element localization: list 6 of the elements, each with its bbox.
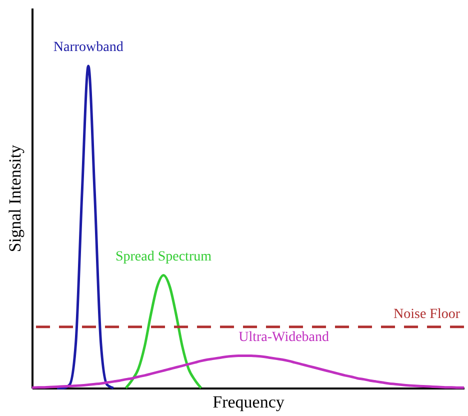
y-axis-title: Signal Intensity	[6, 144, 24, 252]
series-label: Spread Spectrum	[115, 249, 212, 264]
series-label: Ultra-Wideband	[238, 330, 330, 345]
ref-line-label: Noise Floor	[394, 306, 460, 322]
series-label: Narrowband	[53, 40, 124, 55]
x-axis-title: Frequency	[212, 392, 285, 412]
